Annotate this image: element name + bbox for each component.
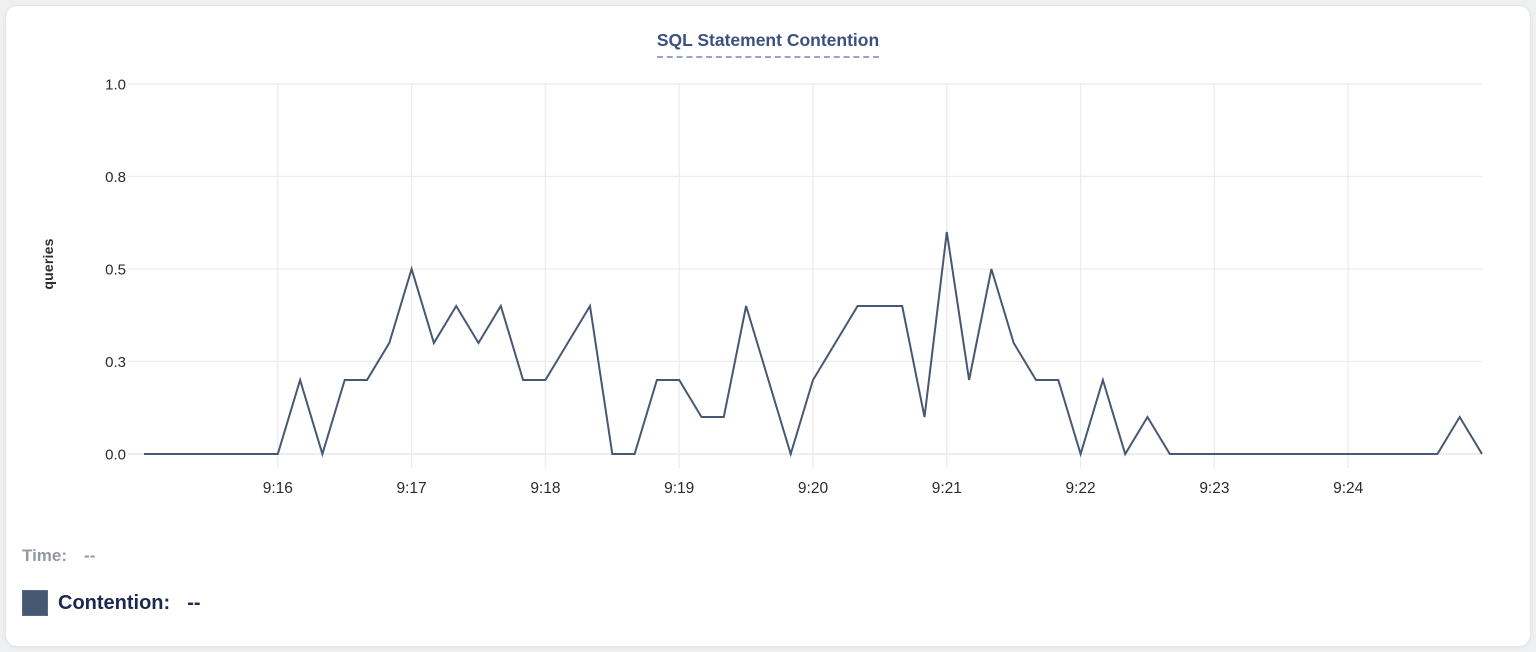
y-tick-label: 0.3 bbox=[105, 354, 126, 371]
x-tick-label: 9:21 bbox=[932, 480, 962, 497]
contention-line-series bbox=[144, 231, 1483, 458]
legend-contention-row[interactable]: Contention: -- bbox=[22, 590, 201, 616]
y-axis-label: queries bbox=[40, 238, 56, 290]
y-tick-label: 0.0 bbox=[105, 447, 126, 464]
x-tick-label: 9:18 bbox=[530, 480, 560, 497]
legend-contention-value: -- bbox=[187, 591, 201, 614]
y-tick-label: 0.5 bbox=[105, 262, 126, 279]
x-tick-label: 9:24 bbox=[1333, 480, 1364, 497]
hover-time-row: Time: -- bbox=[22, 546, 95, 566]
hover-time-label: Time: bbox=[22, 546, 68, 565]
y-tick-label: 1.0 bbox=[105, 77, 126, 94]
chart-title[interactable]: SQL Statement Contention bbox=[656, 30, 880, 58]
hover-time-value: -- bbox=[84, 546, 96, 565]
x-tick-label: 9:17 bbox=[397, 480, 427, 497]
contention-swatch bbox=[22, 590, 48, 616]
legend-contention-label: Contention: bbox=[58, 591, 171, 614]
contention-chart[interactable]: 0.0 0.3 0.5 0.8 1.0 9:16 9:17 9:18 9:19 9:20 9:21 9… bbox=[6, 6, 1530, 526]
x-tick-label: 9:16 bbox=[263, 480, 293, 497]
x-tick-label: 9:20 bbox=[798, 480, 829, 497]
chart-card: SQL Statement Contention 0.0 0.3 0.5 0.8 1.0… bbox=[5, 5, 1531, 647]
chart-header: SQL Statement Contention bbox=[6, 30, 1530, 58]
x-tick-label: 9:23 bbox=[1199, 480, 1229, 497]
y-tick-label: 0.8 bbox=[105, 169, 126, 186]
x-tick-label: 9:19 bbox=[664, 480, 694, 497]
x-tick-label: 9:22 bbox=[1066, 480, 1096, 497]
